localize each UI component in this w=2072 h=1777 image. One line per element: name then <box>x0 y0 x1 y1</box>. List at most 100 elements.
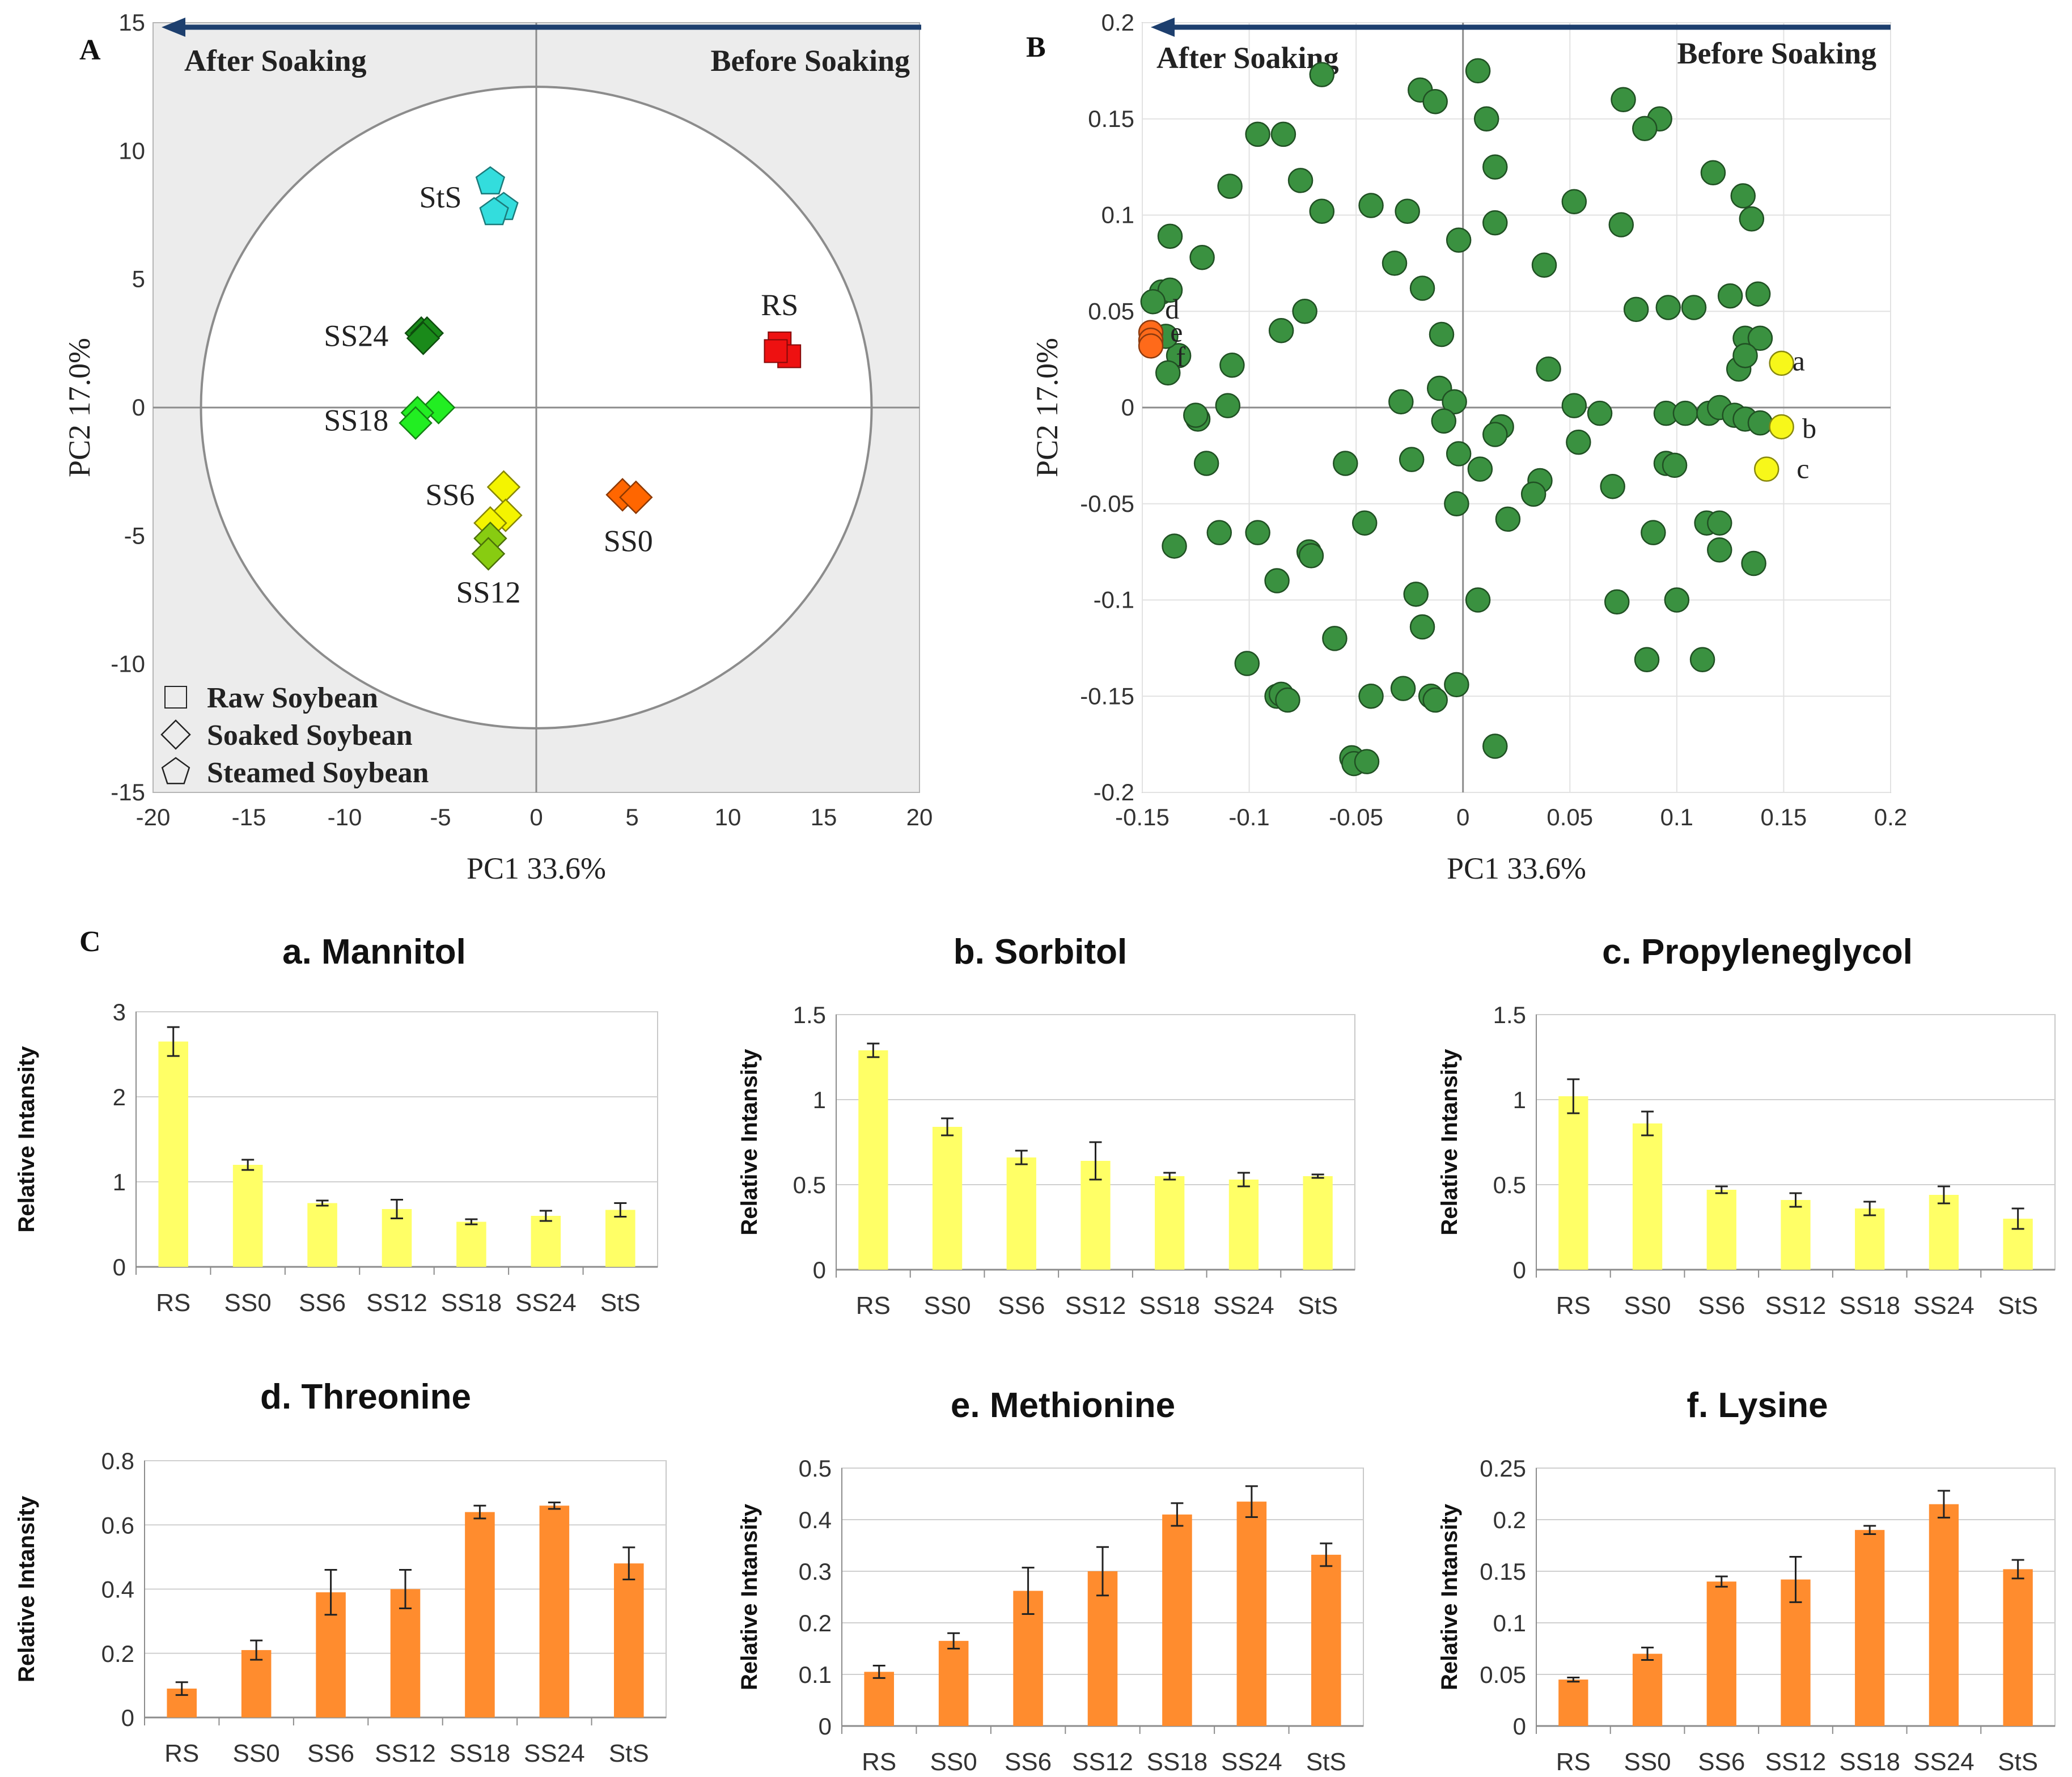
loading-point-other-metabolites <box>1234 651 1260 676</box>
series-ss24: SS24 <box>324 316 444 355</box>
loading-point-other-metabolites <box>1399 447 1425 472</box>
loading-point-other-metabolites <box>1561 393 1587 418</box>
loading-point-other-metabolites <box>1446 227 1472 253</box>
y-tick-label: -0.2 <box>1094 779 1134 805</box>
y-tick-label: 0 <box>1121 394 1134 421</box>
point-label-d: d <box>1165 293 1179 325</box>
group-label-ss18: SS18 <box>324 404 388 438</box>
bar-ss24 <box>1236 1502 1267 1726</box>
y-tick-label: 1 <box>813 1087 826 1113</box>
loading-point-other-metabolites <box>1623 296 1649 323</box>
x-tick-label: 0 <box>529 804 543 830</box>
bar-ss24 <box>1228 1180 1259 1270</box>
loading-point-other-metabolites <box>1382 251 1408 276</box>
y-tick-label: 0 <box>1513 1257 1526 1283</box>
bar-rs <box>158 1041 188 1267</box>
bar-ss24 <box>1929 1195 1959 1270</box>
loading-point-other-metabolites <box>1358 684 1384 709</box>
x-tick-label: SS18 <box>1839 1748 1900 1776</box>
x-tick-label: StS <box>1998 1748 2038 1776</box>
loading-point-other-metabolites <box>1482 154 1508 180</box>
loading-point-other-metabolites <box>1662 452 1688 478</box>
loading-point-other-metabolites <box>1632 116 1658 141</box>
y-tick-label: 0.15 <box>1480 1558 1526 1585</box>
bar-sts <box>1303 1176 1333 1270</box>
y-tick-label: 0.2 <box>101 1640 134 1667</box>
point-label-c: c <box>1796 453 1809 485</box>
series-sugar-alcohols: a bc <box>1754 345 1816 485</box>
y-tick-label: 0.6 <box>101 1512 134 1538</box>
loading-point-amino-acids <box>1138 333 1164 359</box>
y-tick-label: 0.15 <box>1088 105 1134 132</box>
loading-point-other-metabolites <box>1287 168 1313 193</box>
direction-arrow-head <box>162 18 185 37</box>
y-tick-label: 0.25 <box>1480 1455 1526 1482</box>
loading-point-other-metabolites <box>1395 198 1420 224</box>
after-soaking-label: After Soaking <box>1156 41 1339 75</box>
y-tick-label: -10 <box>111 651 145 677</box>
loading-point-other-metabolites <box>1358 193 1384 218</box>
y-tick-label: 15 <box>118 9 145 36</box>
loading-point-other-metabolites <box>1482 210 1508 236</box>
before-soaking-label: Before Soaking <box>710 44 910 78</box>
loading-point-other-metabolites <box>1655 295 1681 320</box>
x-tick-label: SS18 <box>1839 1292 1900 1320</box>
series-ss12: SS12 <box>456 521 521 609</box>
x-tick-label: SS6 <box>1698 1748 1745 1776</box>
x-tick-label: SS18 <box>1139 1292 1200 1320</box>
bar-ss18 <box>465 1512 495 1717</box>
loading-point-other-metabolites <box>1747 410 1773 436</box>
score-point-sts <box>475 166 506 194</box>
x-tick-label: SS6 <box>1005 1748 1052 1776</box>
loading-point-other-metabolites <box>1298 543 1324 569</box>
chart-title: c. Propyleneglycol <box>1602 932 1913 972</box>
series-ss18: SS18 <box>324 391 456 440</box>
loading-point-other-metabolites <box>1600 473 1625 499</box>
group-label-sts: StS <box>419 180 461 214</box>
bar-ss0 <box>232 1165 263 1267</box>
bar-ss0 <box>241 1650 272 1717</box>
y-tick-label: 1 <box>1513 1087 1526 1113</box>
y-tick-label: 0.1 <box>1101 202 1134 228</box>
loading-point-other-metabolites <box>1520 481 1546 507</box>
y-tick-label: 0.5 <box>1493 1172 1526 1198</box>
chart-title: e. Methionine <box>951 1386 1175 1425</box>
x-tick-label: 0.15 <box>1761 804 1807 830</box>
bar-sts <box>2003 1569 2033 1726</box>
bar-ss24 <box>539 1505 570 1717</box>
x-tick-label: SS24 <box>1221 1748 1282 1776</box>
loading-point-other-metabolites <box>1732 343 1758 368</box>
group-label-ss6: SS6 <box>425 478 474 512</box>
y-tick-label: 5 <box>132 266 145 292</box>
series-other-metabolites <box>1140 58 1773 777</box>
bar-ss6 <box>1706 1190 1736 1270</box>
x-tick-label: SS24 <box>1913 1292 1974 1320</box>
x-tick-label: 10 <box>715 804 741 830</box>
series-sts: StS <box>419 166 519 226</box>
x-tick-label: -0.1 <box>1228 804 1269 830</box>
chart-title: f. Lysine <box>1687 1386 1828 1425</box>
panel-c-bar-charts: C 0 1 2 3 RS SS0 SS6 SS12 SS18 SS24 StS a. Mannitol R… <box>14 926 2056 1776</box>
point-label-b: b <box>1802 412 1816 444</box>
y-tick-label: 1.5 <box>793 1002 826 1028</box>
bar-ss18 <box>1855 1530 1885 1726</box>
legend-marker-pentagon <box>161 757 190 784</box>
y-tick-label: 0 <box>1513 1713 1526 1740</box>
x-tick-label: StS <box>609 1740 649 1767</box>
after-soaking-label: After Soaking <box>184 44 367 78</box>
bar-chart-b-sorbitol: 0 0.5 1 1.5 RS SS0 SS6 SS12 SS18 SS24 StS b. Sorbit… <box>737 932 1355 1320</box>
x-tick-label: RS <box>156 1289 190 1317</box>
y-axis-title: Relative Intansity <box>1437 1503 1462 1690</box>
loading-point-other-metabolites <box>1482 733 1508 759</box>
x-tick-label: SS18 <box>441 1289 502 1317</box>
legend-marker-square <box>164 686 187 709</box>
bar-ss6 <box>1706 1581 1736 1726</box>
loading-point-other-metabolites <box>1206 520 1232 545</box>
y-axis-title: Relative Intansity <box>737 1049 762 1236</box>
loading-point-other-metabolites <box>1140 289 1166 315</box>
x-tick-label: SS12 <box>1765 1748 1827 1776</box>
loading-point-other-metabolites <box>1689 647 1715 672</box>
x-tick-label: -20 <box>136 804 171 830</box>
chart-title: b. Sorbitol <box>954 932 1128 972</box>
y-tick-label: 0.5 <box>799 1455 832 1482</box>
